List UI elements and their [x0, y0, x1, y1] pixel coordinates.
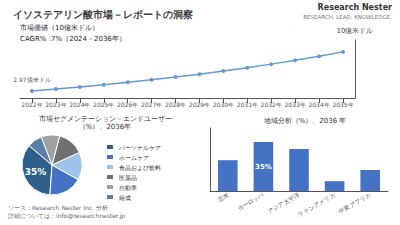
svg-text:35%: 35%: [25, 167, 47, 177]
svg-text:ホームケア: ホームケア: [119, 154, 149, 161]
svg-text:ソース：Research Nester Inc. 分析: ソース：Research Nester Inc. 分析: [8, 204, 108, 211]
svg-text:パーソナルケア: パーソナルケア: [118, 144, 161, 151]
svg-text:2026年: 2026年: [117, 101, 138, 108]
svg-text:2031年: 2031年: [237, 101, 258, 108]
svg-text:2030年: 2030年: [213, 101, 234, 108]
svg-text:自動車: 自動車: [119, 184, 137, 191]
svg-text:CAGR% :7%（2024－2036年）: CAGR% :7%（2024－2036年）: [20, 35, 126, 43]
svg-text:RESEARCH. LEAD. KNOWLEDGE.: RESEARCH. LEAD. KNOWLEDGE.: [303, 14, 392, 20]
svg-text:食品および飲料: 食品および飲料: [119, 164, 161, 171]
svg-text:市場セグメンテーション－エンドユーザー: 市場セグメンテーション－エンドユーザー: [39, 115, 172, 123]
svg-text:2024年: 2024年: [69, 101, 90, 108]
svg-text:10億米ドル: 10億米ドル: [337, 27, 374, 35]
svg-text:2.97億米ドル: 2.97億米ドル: [13, 76, 50, 83]
svg-text:2035年: 2035年: [332, 101, 353, 108]
svg-text:2032年: 2032年: [261, 101, 282, 108]
svg-text:北米: 北米: [216, 191, 230, 203]
svg-text:2023年: 2023年: [45, 101, 66, 108]
svg-text:2025年: 2025年: [93, 101, 114, 108]
svg-text:Research Nester: Research Nester: [318, 3, 392, 12]
svg-text:2029年: 2029年: [189, 101, 210, 108]
svg-text:中東アフリカ: 中東アフリカ: [337, 191, 372, 215]
svg-text:地域分析（%）、2036 年: 地域分析（%）、2036 年: [263, 117, 347, 125]
svg-text:35%: 35%: [255, 163, 272, 171]
svg-text:2028年: 2028年: [165, 101, 186, 108]
svg-text:アジア太平洋: アジア太平洋: [266, 191, 301, 215]
svg-text:2022年: 2022年: [21, 101, 42, 108]
svg-text:ラテンアメリカ: ラテンアメリカ: [296, 191, 336, 218]
svg-text:市場価値（10億米ドル）: 市場価値（10億米ドル）: [20, 24, 99, 32]
svg-text:詳細については：info@researchnester.jp: 詳細については：info@researchnester.jp: [8, 212, 125, 220]
svg-text:組成: 組成: [118, 194, 131, 201]
svg-text:2034年: 2034年: [308, 101, 329, 108]
svg-text:ヨーロッパ: ヨーロッパ: [236, 190, 266, 212]
svg-text:イソステアリン酸市場－レポートの洞察: イソステアリン酸市場－レポートの洞察: [13, 9, 193, 20]
svg-text:2027年: 2027年: [141, 101, 162, 108]
svg-text:（%）、2036年: （%）、2036年: [79, 123, 131, 131]
svg-text:医薬品: 医薬品: [119, 174, 137, 181]
svg-text:2033年: 2033年: [285, 101, 306, 108]
